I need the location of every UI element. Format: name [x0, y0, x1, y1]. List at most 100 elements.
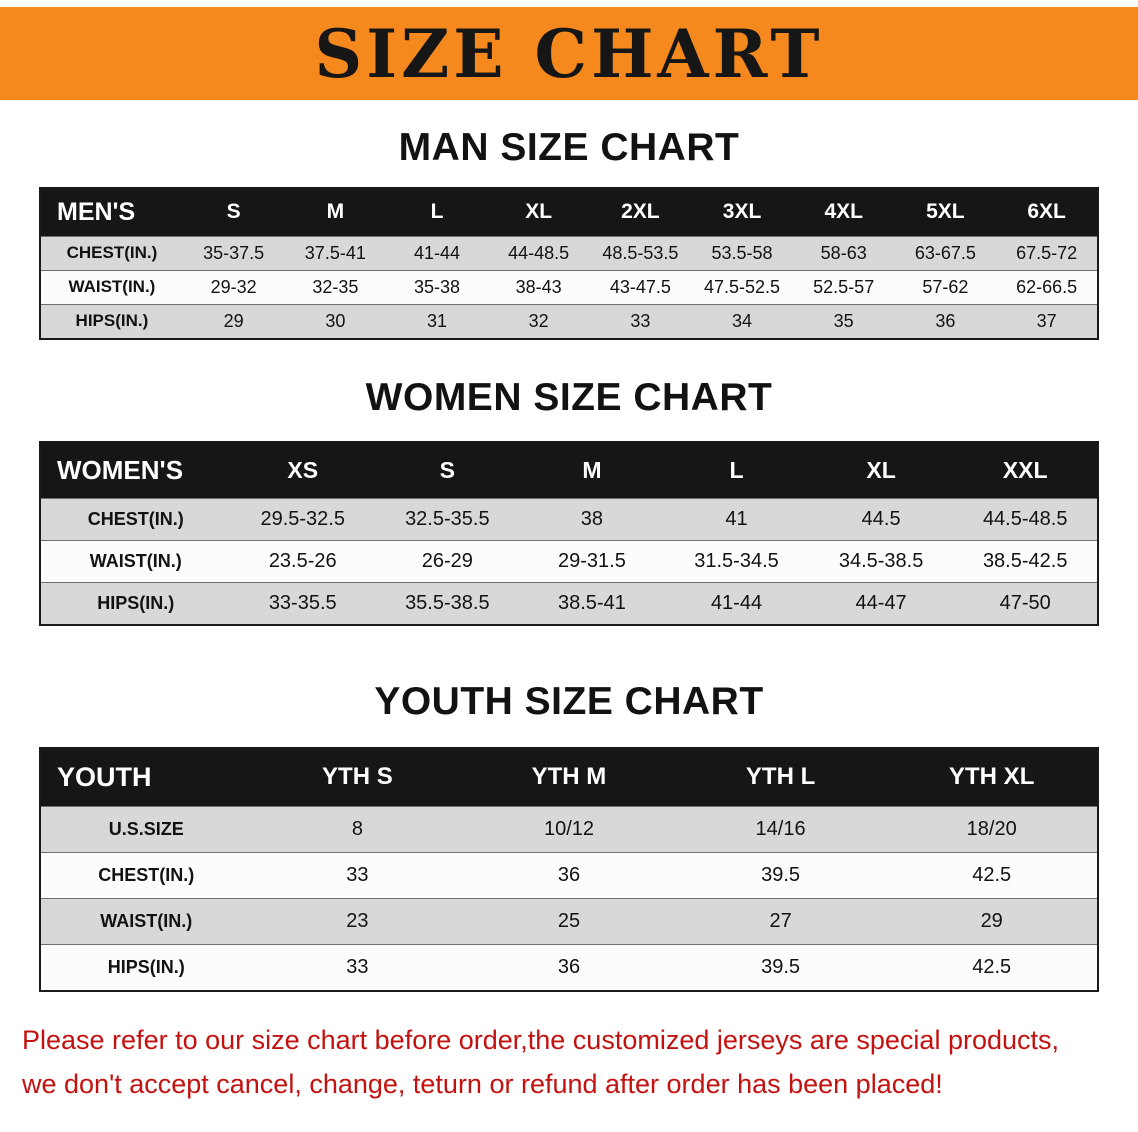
women-value-cell: 23.5-26 — [230, 539, 376, 583]
men-value-cell: 43-47.5 — [589, 269, 692, 305]
women-table-row: CHEST(IN.) 29.5-32.5 32.5-35.5 38 41 44.5 44.5… — [40, 497, 1098, 541]
youth-value-cell: 42.5 — [886, 943, 1098, 991]
men-header-row: MEN'S S M L XL 2XL 3XL 4XL 5XL 6XL — [40, 187, 1098, 237]
men-value-cell: 36 — [894, 303, 997, 339]
men-value-cell: 67.5-72 — [996, 235, 1098, 271]
youth-value-cell: 29 — [886, 897, 1098, 945]
size-chart-page: SIZE CHART MAN SIZE CHART MEN'S S M L XL 2XL 3… — [0, 7, 1138, 1100]
men-value-cell: 48.5-53.5 — [589, 235, 692, 271]
men-value-cell: 53.5-58 — [691, 235, 793, 271]
youth-header-label: YOUTH — [40, 747, 252, 807]
women-value-cell: 33-35.5 — [230, 581, 376, 625]
women-value-cell: 41 — [664, 497, 809, 541]
men-value-cell: 35 — [792, 303, 895, 339]
youth-header-cell: YTH L — [674, 747, 887, 807]
men-header-cell: 5XL — [894, 187, 997, 237]
youth-header-row: YOUTH YTH S YTH M YTH L YTH XL — [40, 747, 1098, 807]
men-size-table: MEN'S S M L XL 2XL 3XL 4XL 5XL 6XL CHEST(IN.) 35-37… — [39, 186, 1099, 340]
youth-value-cell: 10/12 — [463, 805, 675, 853]
women-table-row: HIPS(IN.) 33-35.5 35.5-38.5 38.5-41 41-44 44-… — [40, 581, 1098, 625]
youth-table-row: CHEST(IN.) 33 36 39.5 42.5 — [40, 851, 1098, 899]
men-value-cell: 37.5-41 — [284, 235, 387, 271]
men-value-cell: 29-32 — [182, 269, 285, 305]
youth-header-cell: YTH S — [251, 747, 464, 807]
order-notice: Please refer to our size chart before or… — [22, 1024, 1116, 1101]
youth-value-cell: 39.5 — [674, 851, 887, 899]
men-value-cell: 62-66.5 — [996, 269, 1098, 305]
men-value-cell: 41-44 — [386, 235, 488, 271]
men-value-cell: 32 — [487, 303, 590, 339]
women-row-label: HIPS(IN.) — [40, 581, 231, 625]
men-header-label: MEN'S — [40, 187, 183, 237]
women-section-heading: WOMEN SIZE CHART — [365, 375, 773, 419]
men-value-cell: 38-43 — [487, 269, 590, 305]
men-value-cell: 58-63 — [792, 235, 895, 271]
women-header-cell: M — [519, 441, 665, 499]
men-table-row: HIPS(IN.) 29 30 31 32 33 34 35 36 37 — [40, 303, 1098, 339]
men-value-cell: 35-38 — [386, 269, 488, 305]
women-value-cell: 44-47 — [808, 581, 954, 625]
men-value-cell: 52.5-57 — [792, 269, 895, 305]
banner: SIZE CHART — [0, 7, 1138, 100]
women-value-cell: 38.5-41 — [519, 581, 665, 625]
men-header-cell: M — [284, 187, 387, 237]
page-title: SIZE CHART — [314, 14, 824, 93]
men-value-cell: 57-62 — [894, 269, 997, 305]
youth-header-cell: YTH M — [463, 747, 675, 807]
women-header-cell: XXL — [953, 441, 1098, 499]
youth-section-heading: YOUTH SIZE CHART — [374, 679, 764, 723]
men-value-cell: 44-48.5 — [487, 235, 590, 271]
men-value-cell: 37 — [996, 303, 1098, 339]
youth-value-cell: 33 — [251, 943, 464, 991]
youth-value-cell: 23 — [251, 897, 464, 945]
men-header-cell: L — [386, 187, 488, 237]
youth-size-table: YOUTH YTH S YTH M YTH L YTH XL U.S.SIZE 8 10/12… — [39, 746, 1099, 992]
women-value-cell: 44.5 — [808, 497, 954, 541]
notice-line-1: Please refer to our size chart before or… — [22, 1024, 1060, 1055]
women-header-cell: XL — [808, 441, 954, 499]
men-header-cell: XL — [487, 187, 590, 237]
youth-value-cell: 33 — [251, 851, 464, 899]
men-value-cell: 35-37.5 — [182, 235, 285, 271]
men-table-row: WAIST(IN.) 29-32 32-35 35-38 38-43 43-47.5 47.… — [40, 269, 1098, 305]
women-value-cell: 38.5-42.5 — [953, 539, 1098, 583]
women-section: WOMEN SIZE CHART WOMEN'S XS S M L XL XXL CHEST(… — [0, 376, 1138, 626]
youth-header-cell: YTH XL — [886, 747, 1098, 807]
women-header-label: WOMEN'S — [40, 441, 231, 499]
youth-value-cell: 27 — [674, 897, 887, 945]
women-row-label: CHEST(IN.) — [40, 497, 231, 541]
youth-value-cell: 42.5 — [886, 851, 1098, 899]
youth-value-cell: 14/16 — [674, 805, 887, 853]
men-value-cell: 33 — [589, 303, 692, 339]
youth-section: YOUTH SIZE CHART YOUTH YTH S YTH M YTH L YTH… — [0, 680, 1138, 992]
youth-value-cell: 8 — [251, 805, 464, 853]
women-header-row: WOMEN'S XS S M L XL XXL — [40, 441, 1098, 499]
women-header-cell: XS — [230, 441, 376, 499]
men-value-cell: 32-35 — [284, 269, 387, 305]
men-row-label: CHEST(IN.) — [40, 235, 183, 271]
women-value-cell: 31.5-34.5 — [664, 539, 809, 583]
men-value-cell: 47.5-52.5 — [691, 269, 793, 305]
men-header-cell: 2XL — [589, 187, 692, 237]
youth-value-cell: 39.5 — [674, 943, 887, 991]
youth-table-row: WAIST(IN.) 23 25 27 29 — [40, 897, 1098, 945]
youth-row-label: CHEST(IN.) — [40, 851, 252, 899]
women-header-cell: S — [375, 441, 520, 499]
youth-row-label: WAIST(IN.) — [40, 897, 252, 945]
women-value-cell: 26-29 — [375, 539, 520, 583]
women-value-cell: 32.5-35.5 — [375, 497, 520, 541]
women-value-cell: 29-31.5 — [519, 539, 665, 583]
men-value-cell: 34 — [691, 303, 793, 339]
men-header-cell: S — [182, 187, 285, 237]
youth-value-cell: 25 — [463, 897, 675, 945]
notice-line-2: we don't accept cancel, change, teturn o… — [22, 1068, 943, 1099]
women-size-table: WOMEN'S XS S M L XL XXL CHEST(IN.) 29.5-32.5 32.5… — [39, 440, 1099, 626]
youth-value-cell: 18/20 — [886, 805, 1098, 853]
men-header-cell: 4XL — [792, 187, 895, 237]
men-value-cell: 63-67.5 — [894, 235, 997, 271]
women-value-cell: 34.5-38.5 — [808, 539, 954, 583]
men-table-row: CHEST(IN.) 35-37.5 37.5-41 41-44 44-48.5 48.5… — [40, 235, 1098, 271]
women-header-cell: L — [664, 441, 809, 499]
youth-table-row: U.S.SIZE 8 10/12 14/16 18/20 — [40, 805, 1098, 853]
men-row-label: HIPS(IN.) — [40, 303, 183, 339]
